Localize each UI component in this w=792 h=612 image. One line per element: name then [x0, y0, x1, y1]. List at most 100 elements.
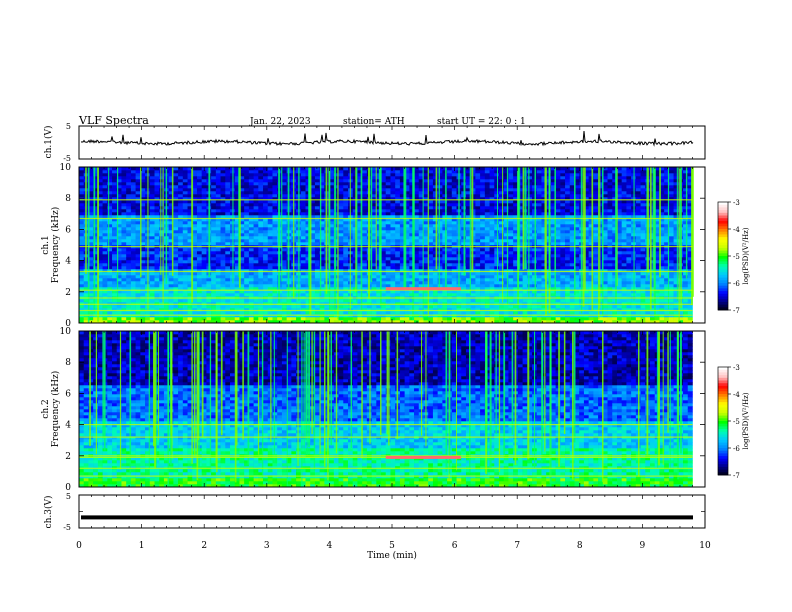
spectrogram-cell	[121, 248, 127, 252]
spectrogram-cell	[248, 284, 254, 288]
spectrogram-cell	[371, 236, 377, 240]
spectrogram-cell	[404, 242, 410, 246]
spectrogram-cell	[239, 221, 245, 225]
spectrogram-cell	[503, 212, 509, 216]
spectrogram-cell	[409, 257, 415, 261]
spectrogram-cell	[447, 212, 453, 216]
spectrogram-cell	[121, 191, 127, 195]
spectrogram-cell	[258, 266, 264, 270]
spectrogram-cell	[451, 260, 457, 264]
spectrogram-cell	[267, 197, 273, 201]
spectrogram-cell	[451, 284, 457, 288]
spectrogram-cell	[395, 197, 401, 201]
spectrogram-cell	[107, 206, 113, 210]
spectrogram-cell	[451, 170, 457, 174]
spectrogram-cell	[88, 278, 94, 282]
spectrogram-cell	[244, 251, 250, 255]
spectrogram-cell	[159, 287, 165, 291]
spectrogram-cell	[480, 317, 486, 321]
spectrogram-cell	[428, 224, 434, 228]
spectrogram-cell	[201, 263, 207, 267]
spectrogram-cell	[310, 305, 316, 309]
spectrogram-cell	[258, 305, 264, 309]
spectrogram-cell	[93, 290, 99, 294]
spectrogram-cell	[97, 218, 103, 222]
spectrogram-cell	[447, 269, 453, 273]
spectrogram-cell	[418, 281, 424, 285]
spectrogram-cell	[414, 293, 420, 297]
spectrogram-cell	[461, 320, 467, 324]
spectrogram-cell	[300, 218, 306, 222]
spectrogram-cell	[465, 284, 471, 288]
spectrogram-cell	[432, 263, 438, 267]
spectrogram-cell	[220, 290, 226, 294]
spectrogram-cell	[192, 203, 198, 207]
spectrogram-cell	[343, 239, 349, 243]
spectrogram-cell	[390, 194, 396, 198]
spectrogram-cell	[187, 227, 193, 231]
spectrogram-cell	[484, 278, 490, 282]
spectrogram-cell	[390, 263, 396, 267]
spectrogram-cell	[517, 248, 523, 252]
spectrogram-cell	[329, 182, 335, 186]
spectrogram-cell	[305, 290, 311, 294]
spectrogram-cell	[263, 290, 269, 294]
spectrogram-cell	[414, 230, 420, 234]
spectrogram-cell	[112, 179, 118, 183]
spectrogram-cell	[201, 299, 207, 303]
spectrogram-cell	[357, 221, 363, 225]
spectrogram-cell	[116, 278, 122, 282]
spectrogram-cell	[517, 218, 523, 222]
spectrogram-cell	[357, 248, 363, 252]
spectrogram-cell	[447, 200, 453, 204]
spectrogram-cell	[432, 311, 438, 315]
spectrogram-cell	[192, 317, 198, 321]
spectrogram-cell	[220, 206, 226, 210]
spectrogram-cell	[107, 173, 113, 177]
spectrogram-cell	[371, 200, 377, 204]
spectrogram-cell	[88, 170, 94, 174]
spectrogram-cell	[173, 176, 179, 180]
spectrogram-cell	[494, 209, 500, 213]
spectrogram-cell	[267, 263, 273, 267]
spectrogram-cell	[305, 311, 311, 315]
spectrogram-cell	[508, 233, 514, 237]
spectrogram-cell	[484, 251, 490, 255]
spectrogram-cell	[456, 311, 462, 315]
spectrogram-cell	[263, 182, 269, 186]
spectrogram-cell	[130, 212, 136, 216]
spectrogram-cell	[140, 248, 146, 252]
spectrogram-cell	[220, 278, 226, 282]
spectrogram-cell	[300, 257, 306, 261]
spectrogram-cell	[296, 305, 302, 309]
spectrogram-cell	[107, 182, 113, 186]
spectrogram-cell	[414, 233, 420, 237]
spectrogram-cell	[225, 188, 231, 192]
spectrogram-cell	[376, 293, 382, 297]
spectrogram-cell	[267, 173, 273, 177]
spectrogram-cell	[130, 263, 136, 267]
spectrogram-cell	[333, 311, 339, 315]
spectrogram-cell	[423, 224, 429, 228]
spectrogram-cell	[357, 284, 363, 288]
spectrogram-cell	[409, 200, 415, 204]
spectrogram-cell	[253, 254, 259, 258]
spectrogram-cell	[451, 239, 457, 243]
spectrogram-cell	[428, 266, 434, 270]
spectrogram-cell	[329, 173, 335, 177]
date-label: Jan. 22, 2023	[249, 117, 311, 127]
spectrogram-cell	[201, 194, 207, 198]
spectrogram-cell	[376, 299, 382, 303]
spectrogram-cell	[272, 269, 278, 273]
spectrogram-cell	[140, 209, 146, 213]
spectrogram-cell	[97, 281, 103, 285]
spectrogram-cell	[447, 182, 453, 186]
spectrogram-cell	[102, 269, 108, 273]
spectrogram-cell	[423, 212, 429, 216]
spectrogram-cell	[130, 248, 136, 252]
spectrogram-cell	[234, 218, 240, 222]
spectrogram-cell	[338, 290, 344, 294]
spectrogram-cell	[338, 293, 344, 297]
spectrogram-cell	[465, 320, 471, 324]
spectrogram-cell	[225, 257, 231, 261]
